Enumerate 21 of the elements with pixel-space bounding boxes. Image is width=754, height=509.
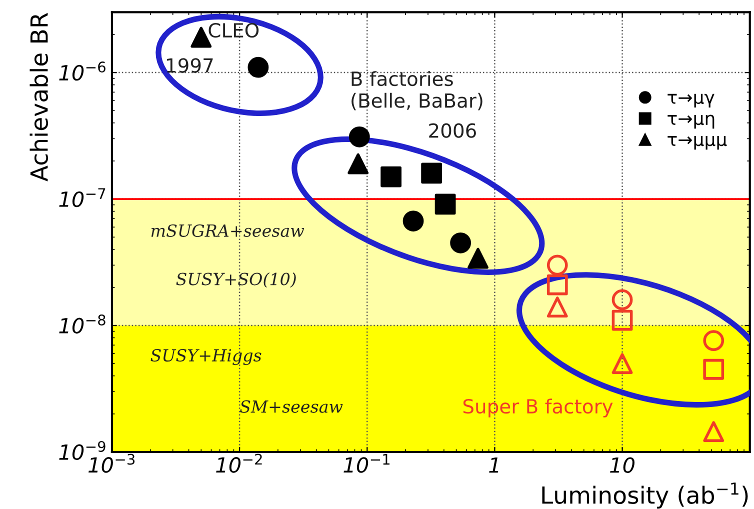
y-axis-title: Achievable BR bbox=[30, 12, 48, 182]
annotation: 1997 bbox=[167, 58, 213, 73]
x-tick-label: 10$^{−2}$ bbox=[216, 454, 262, 473]
legend-label: τ→μγ bbox=[668, 94, 714, 108]
x-tick-label: 10 bbox=[610, 457, 634, 473]
annotation: SM+seesaw bbox=[240, 400, 343, 413]
y-tick-label: 10$^{−8}$ bbox=[59, 314, 106, 334]
annotation: SUSY+Higgs bbox=[150, 348, 262, 366]
annotation: 2006 bbox=[429, 123, 476, 138]
legend-label: τ→μη bbox=[668, 114, 714, 129]
annotation: B factories (Belle, BaBar) bbox=[352, 71, 482, 110]
y-tick-label: 10$^{−7}$ bbox=[59, 188, 106, 208]
annotation: mSUGRA+seesaw bbox=[151, 224, 304, 237]
legend-label: τ→μμμ bbox=[668, 136, 727, 150]
annotation: SUSY+SO(10) bbox=[176, 272, 296, 288]
y-tick-label: 10$^{−6}$ bbox=[59, 62, 106, 81]
annotation: Super B factory bbox=[463, 398, 613, 418]
x-tick-label: 1 bbox=[489, 457, 498, 473]
x-axis-title: Luminosity (ab$^{−1}$) bbox=[542, 482, 748, 509]
annotation: CLEO bbox=[208, 22, 259, 38]
x-tick-label: 10$^{−1}$ bbox=[344, 454, 390, 473]
